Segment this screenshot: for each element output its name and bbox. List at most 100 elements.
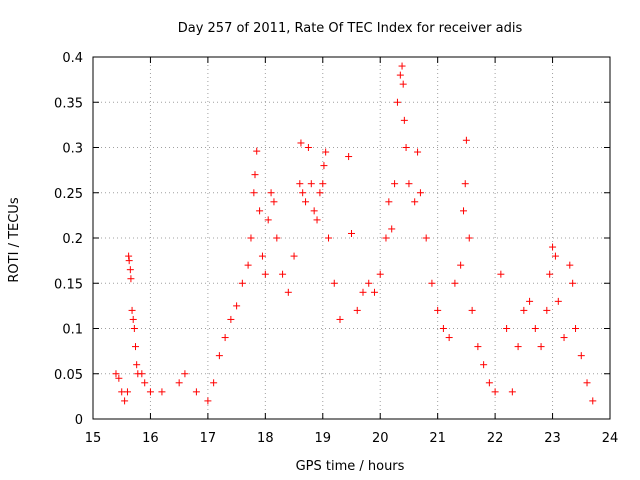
y-tick-label: 0.25 xyxy=(54,187,83,202)
data-point xyxy=(549,243,557,251)
data-point xyxy=(370,288,378,296)
data-point xyxy=(451,279,459,287)
x-tick-label: 16 xyxy=(142,431,159,446)
data-point xyxy=(123,388,131,396)
y-tick-label: 0.2 xyxy=(62,232,83,247)
data-point xyxy=(353,306,361,314)
data-point xyxy=(396,71,404,79)
data-point xyxy=(485,379,493,387)
data-point xyxy=(238,279,246,287)
data-point xyxy=(146,388,154,396)
y-tick-label: 0.3 xyxy=(62,142,83,157)
y-tick-label: 0.35 xyxy=(54,96,83,111)
data-point xyxy=(296,180,304,188)
data-point xyxy=(307,180,315,188)
data-point xyxy=(405,180,413,188)
data-point xyxy=(589,397,597,405)
chart-title: Day 257 of 2011, Rate Of TEC Index for r… xyxy=(178,21,523,36)
data-point xyxy=(577,352,585,360)
data-point xyxy=(290,252,298,260)
data-point xyxy=(411,198,419,206)
data-point xyxy=(551,252,559,260)
y-tick-label: 0.15 xyxy=(54,277,83,292)
data-point xyxy=(133,361,141,369)
x-tick-label: 21 xyxy=(429,431,446,446)
data-point xyxy=(297,139,305,147)
data-point xyxy=(126,266,134,274)
data-point xyxy=(304,144,312,151)
data-point xyxy=(261,270,269,278)
data-point xyxy=(531,325,539,332)
data-point xyxy=(416,189,424,197)
data-point xyxy=(382,234,390,242)
data-point xyxy=(299,189,307,197)
data-point xyxy=(399,80,407,88)
data-point xyxy=(537,343,545,351)
data-point xyxy=(546,270,554,278)
data-point xyxy=(414,148,422,156)
data-point xyxy=(474,343,482,351)
y-tick-label: 0.4 xyxy=(62,51,83,66)
data-point xyxy=(457,261,465,269)
data-point xyxy=(554,297,562,305)
data-point xyxy=(127,275,135,283)
data-point xyxy=(461,180,469,188)
data-point xyxy=(279,270,287,278)
data-point xyxy=(503,325,511,332)
x-axis-label: GPS time / hours xyxy=(296,459,405,474)
data-point xyxy=(365,279,373,287)
data-point xyxy=(543,306,551,314)
data-point xyxy=(320,162,328,170)
data-point xyxy=(129,315,137,323)
x-tick-label: 15 xyxy=(85,431,102,446)
data-point xyxy=(115,374,123,382)
data-point xyxy=(192,388,200,396)
data-point xyxy=(359,288,367,296)
data-point xyxy=(112,370,120,378)
data-point xyxy=(132,343,140,351)
data-point xyxy=(393,98,401,106)
data-point xyxy=(491,388,499,396)
x-tick-label: 19 xyxy=(315,431,332,446)
data-point xyxy=(572,325,580,332)
data-point xyxy=(376,270,384,278)
data-point xyxy=(310,207,318,215)
data-point xyxy=(385,198,393,206)
data-point xyxy=(313,216,321,224)
data-point xyxy=(398,62,406,70)
data-point xyxy=(468,306,476,314)
data-point xyxy=(264,216,272,224)
data-point xyxy=(158,388,166,396)
data-point xyxy=(566,261,574,269)
data-point xyxy=(526,297,534,305)
x-tick-label: 17 xyxy=(200,431,217,446)
data-point xyxy=(233,302,241,310)
data-point xyxy=(445,334,453,342)
x-tick-label: 23 xyxy=(544,431,561,446)
data-point xyxy=(391,180,399,188)
data-point xyxy=(253,147,261,155)
data-point xyxy=(125,252,133,260)
data-point xyxy=(267,189,275,197)
data-point xyxy=(204,397,212,405)
data-point xyxy=(336,315,344,323)
x-tick-label: 20 xyxy=(372,431,389,446)
data-point xyxy=(251,171,259,179)
data-point xyxy=(514,343,522,351)
data-point xyxy=(422,234,430,242)
data-point xyxy=(130,325,138,332)
data-point xyxy=(181,370,189,378)
plot-frame xyxy=(92,56,611,420)
data-point xyxy=(128,306,136,314)
data-point xyxy=(121,397,129,405)
data-point xyxy=(439,325,447,332)
data-point xyxy=(270,198,278,206)
data-point xyxy=(583,379,591,387)
data-point xyxy=(210,379,218,387)
data-point xyxy=(400,116,408,124)
y-tick-label: 0.05 xyxy=(54,368,83,383)
data-point xyxy=(428,279,436,287)
x-tick-label: 24 xyxy=(602,431,619,446)
data-point xyxy=(319,180,327,188)
